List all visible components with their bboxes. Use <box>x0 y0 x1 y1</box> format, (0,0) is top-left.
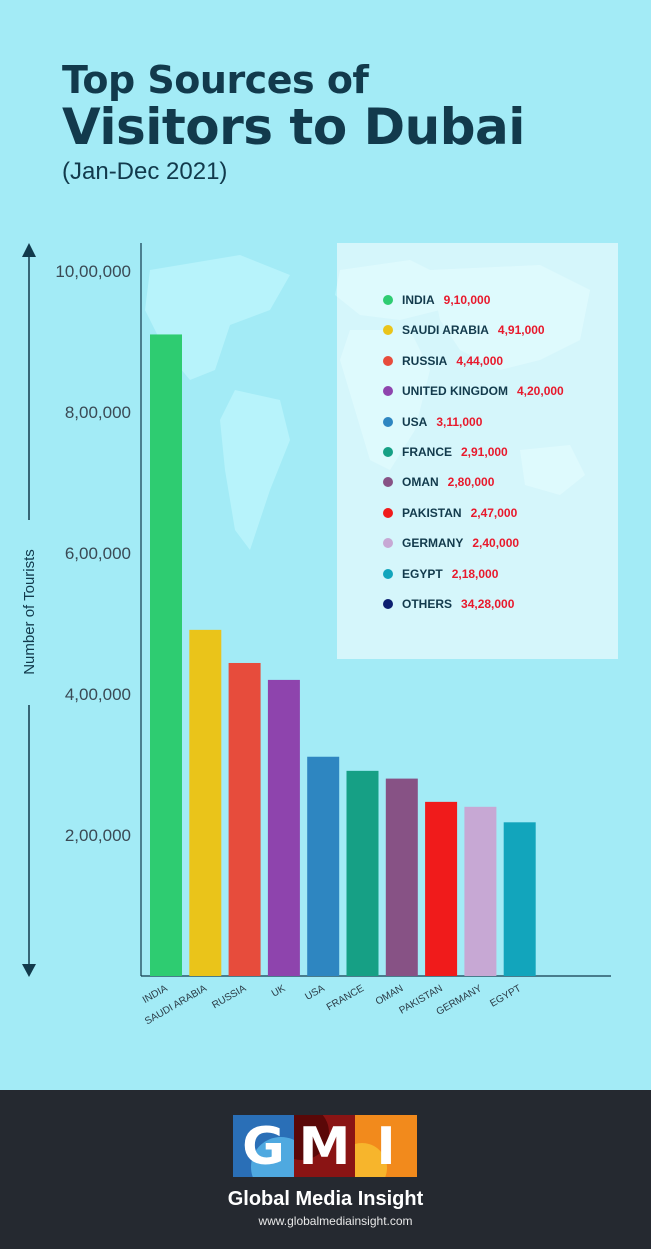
legend-item: UNITED KINGDOM 4,20,000 <box>383 381 564 401</box>
legend-value: 2,40,000 <box>472 536 520 551</box>
x-category-label: EGYPT <box>488 983 523 1009</box>
legend-item: GERMANY 2,40,000 <box>383 533 519 553</box>
logo-letter-i: I <box>376 1117 396 1177</box>
legend-item: OMAN 2,80,000 <box>383 472 494 492</box>
bar-chart: Number of Tourists 2,00,000 4,00,000 6,00,… <box>21 243 611 1027</box>
legend-country: PAKISTAN <box>402 505 462 520</box>
bar-saudi-arabia <box>189 629 222 976</box>
bar-india <box>150 334 182 976</box>
infographic-panel: Top Sources of Visitors to Dubai (Jan-De… <box>0 0 651 1090</box>
y-tick-label: 8,00,000 <box>65 403 131 422</box>
legend-dot <box>383 538 393 549</box>
x-category-label: RUSSIA <box>210 983 248 1011</box>
legend-country: EGYPT <box>402 566 443 581</box>
logo-letter-g: G <box>242 1117 285 1177</box>
subtitle: (Jan-Dec 2021) <box>62 158 228 185</box>
bar-usa <box>307 756 340 976</box>
legend-value: 4,91,000 <box>497 323 545 338</box>
logo-tile-m: M <box>294 1115 355 1177</box>
bar-uk <box>267 679 300 976</box>
logo-letter-m: M <box>298 1117 351 1177</box>
logo-tile-i: I <box>355 1115 417 1177</box>
x-category-label: GERMANY <box>435 983 485 1018</box>
y-tick-label: 6,00,000 <box>65 544 131 563</box>
legend-dot <box>383 355 393 366</box>
legend-dot <box>383 295 393 305</box>
legend-country: OTHERS <box>402 597 453 611</box>
bar-france <box>346 770 379 976</box>
legend: INDIA 9,10,000 SAUDI ARABIA 4,91,000 RUSSIA 4… <box>337 243 618 659</box>
legend-dot <box>383 599 393 609</box>
brand-url: www.globalmediainsight.com <box>258 1214 413 1228</box>
x-category-label: OMAN <box>374 983 405 1008</box>
bar-pakistan <box>425 801 458 976</box>
legend-value: 3,11,000 <box>436 414 483 429</box>
legend-item: INDIA 9,10,000 <box>383 290 490 310</box>
legend-dot <box>383 416 393 427</box>
title-line-1: Top Sources of <box>62 58 369 102</box>
legend-item: FRANCE 2,91,000 <box>383 442 508 462</box>
y-axis-arrow <box>22 243 36 977</box>
legend-value: 9,10,000 <box>443 293 491 307</box>
legend-dot <box>383 386 393 397</box>
x-category-label: UK <box>270 983 288 1000</box>
legend-value: 4,20,000 <box>517 384 564 399</box>
legend-country: INDIA <box>402 293 435 307</box>
logo-tile-g: G <box>233 1115 294 1177</box>
bar-egypt <box>503 822 536 976</box>
y-tick-label: 2,00,000 <box>65 826 131 845</box>
legend-country: FRANCE <box>402 445 452 459</box>
legend-country: UNITED KINGDOM <box>402 384 508 399</box>
legend-country: OMAN <box>402 475 439 490</box>
brand-name: Global Media Insight <box>227 1188 424 1210</box>
legend-dot <box>383 568 393 579</box>
legend-item: PAKISTAN 2,47,000 <box>383 503 517 523</box>
footer: G M I Global Media Insight www.globalmed… <box>0 1090 651 1249</box>
legend-country: RUSSIA <box>402 353 448 368</box>
legend-country: SAUDI ARABIA <box>402 323 489 338</box>
y-tick-label: 10,00,000 <box>55 262 131 281</box>
title-line-2: Visitors to Dubai <box>62 98 525 156</box>
legend-value: 2,80,000 <box>447 475 495 490</box>
legend-item: OTHERS 34,28,000 <box>383 594 514 614</box>
legend-country: USA <box>402 414 428 429</box>
legend-item: SAUDI ARABIA 4,91,000 <box>383 320 545 340</box>
legend-value: 2,91,000 <box>461 445 508 459</box>
x-category-label: INDIA <box>141 983 170 1006</box>
legend-country: GERMANY <box>402 536 464 551</box>
bar-russia <box>228 662 261 976</box>
legend-value: 2,18,000 <box>451 566 499 581</box>
legend-value: 2,47,000 <box>470 505 518 520</box>
legend-dot <box>383 325 393 336</box>
legend-dot <box>383 507 393 518</box>
legend-dot <box>383 447 393 457</box>
legend-item: EGYPT 2,18,000 <box>383 564 498 584</box>
legend-value: 34,28,000 <box>461 597 515 611</box>
legend-item: RUSSIA 4,44,000 <box>383 351 503 371</box>
legend-dot <box>383 477 393 488</box>
gmi-logo: G M I <box>233 1115 417 1177</box>
x-category-label: USA <box>303 983 327 1003</box>
y-axis-label: Number of Tourists <box>21 549 38 675</box>
bar-germany <box>464 806 497 976</box>
legend-item: USA 3,11,000 <box>383 412 482 432</box>
x-category-label: FRANCE <box>325 983 366 1013</box>
bar-oman <box>385 778 418 976</box>
y-tick-label: 4,00,000 <box>65 685 131 704</box>
legend-value: 4,44,000 <box>456 353 504 368</box>
